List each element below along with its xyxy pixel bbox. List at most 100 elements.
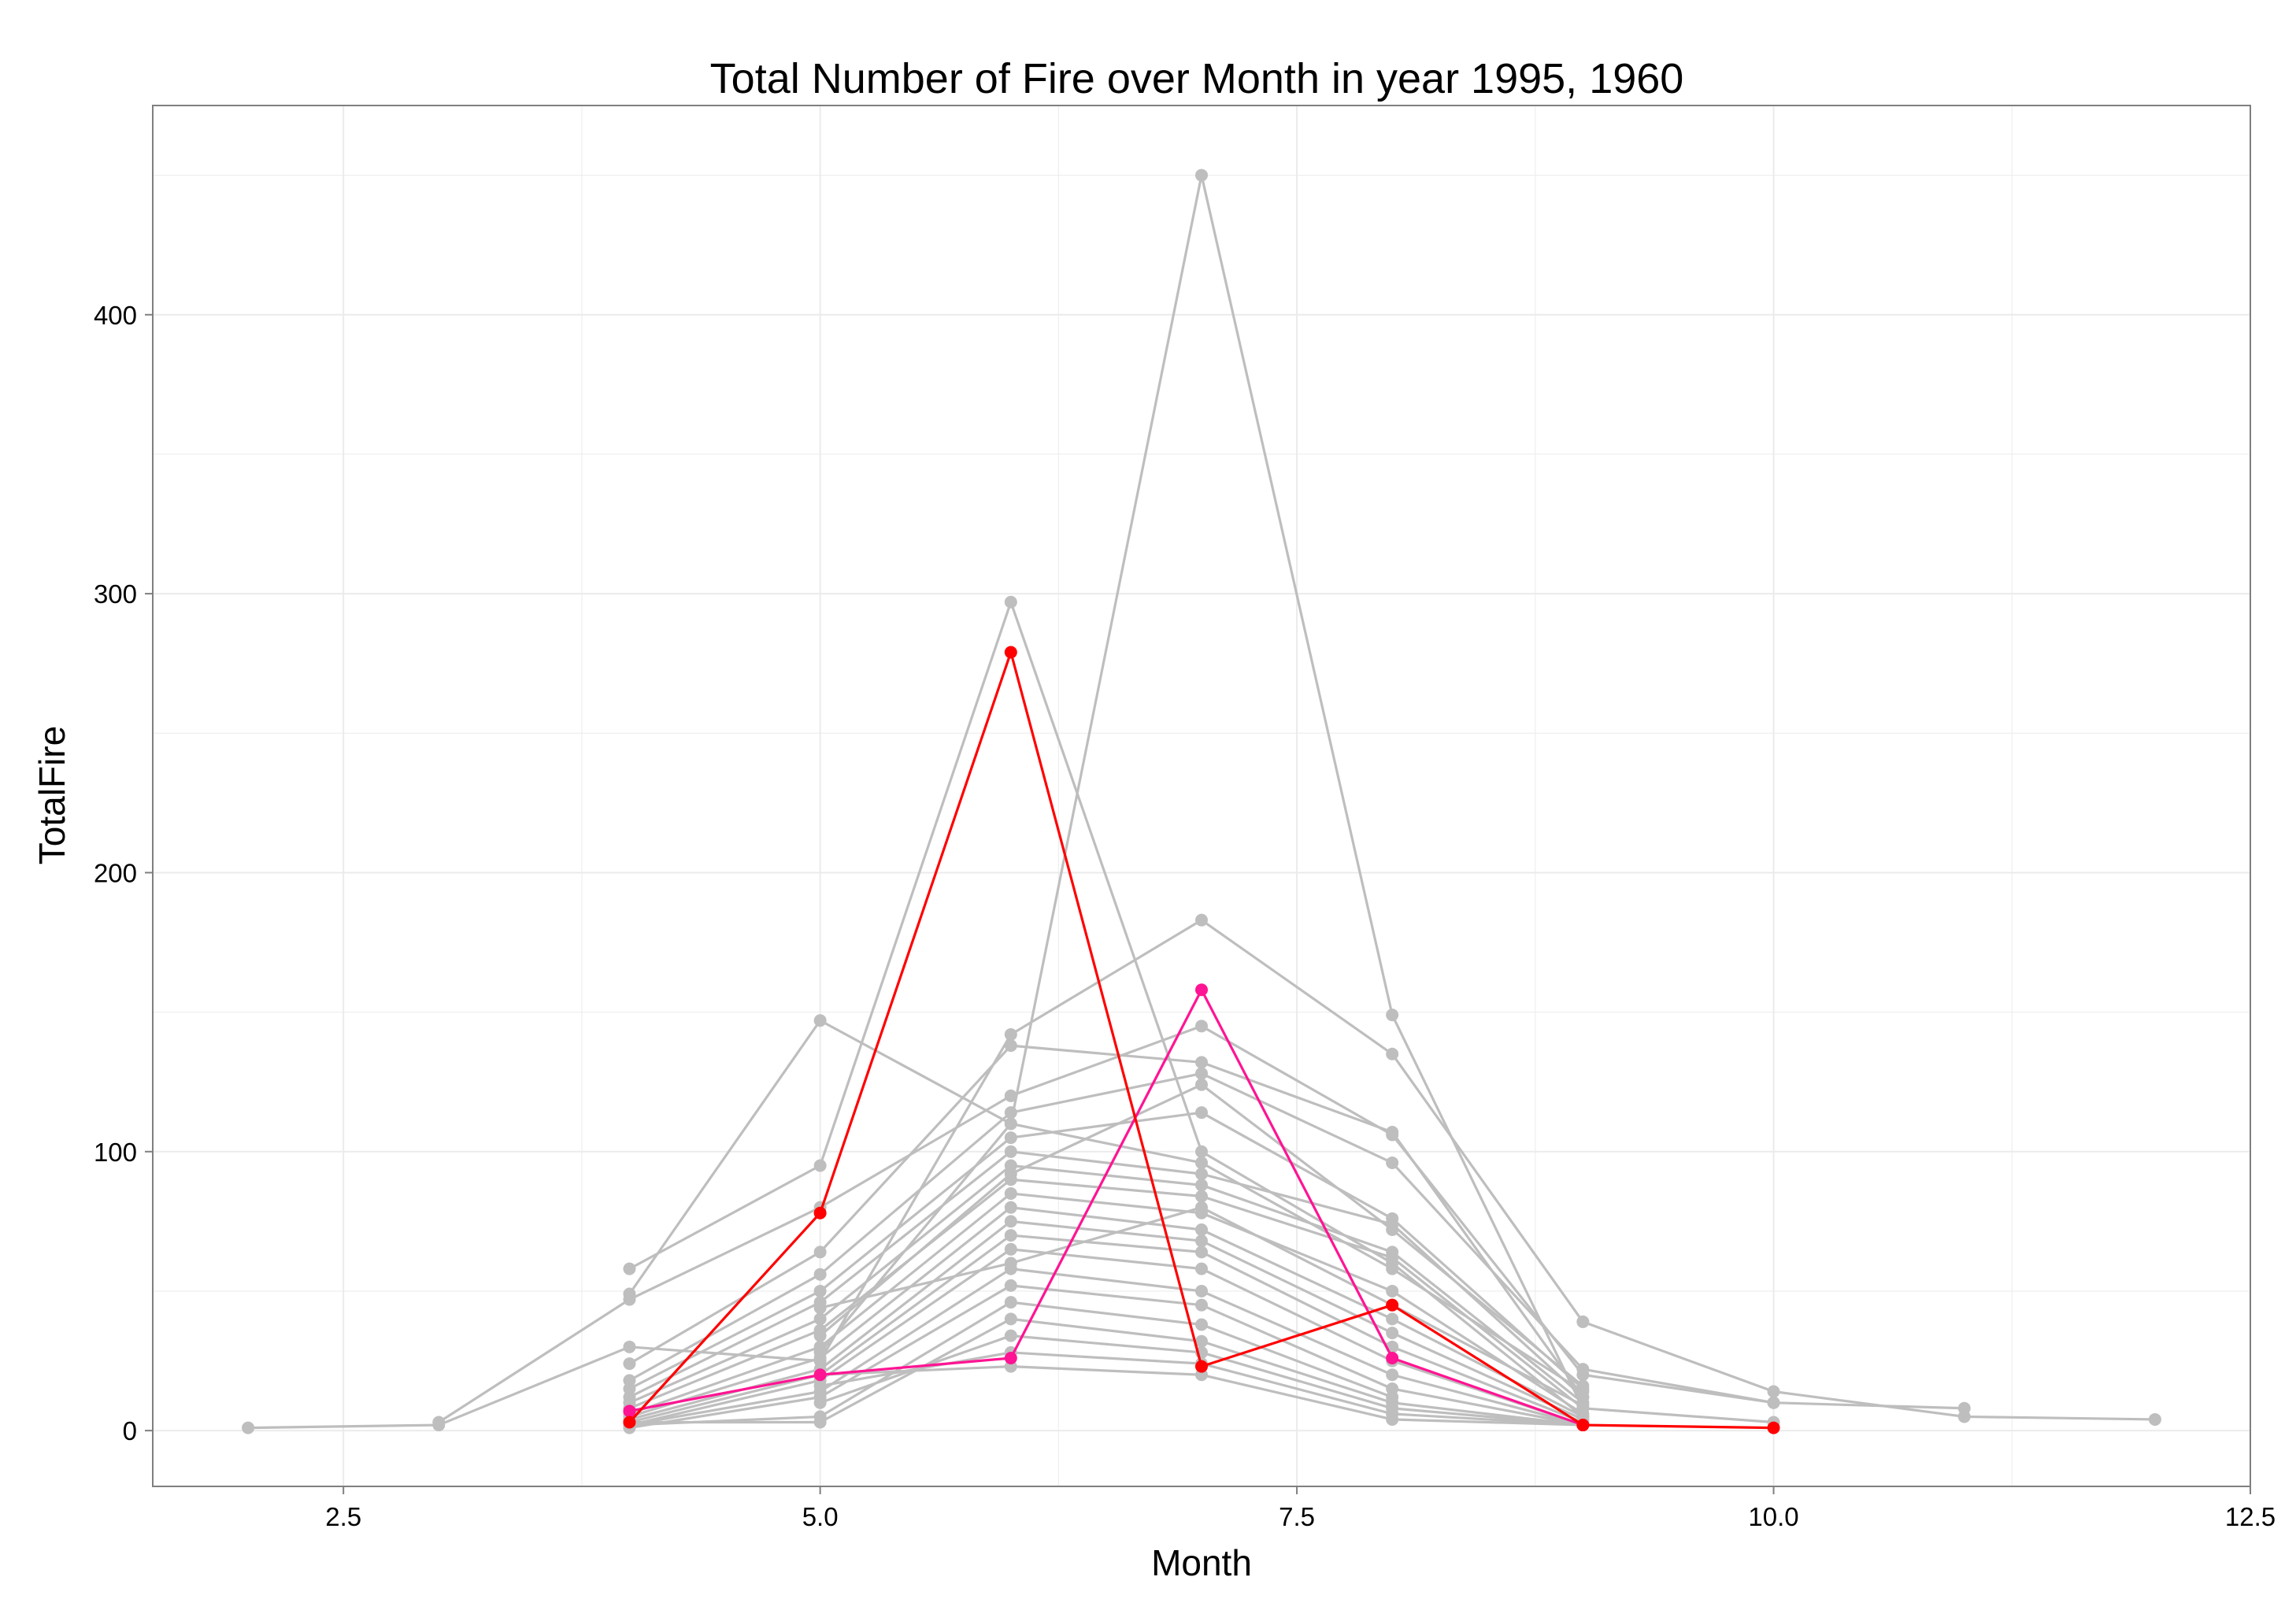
x-tick-label: 10.0 <box>1748 1502 1798 1531</box>
data-point <box>1576 1315 1590 1328</box>
data-point <box>1195 1245 1208 1259</box>
data-point <box>1195 1179 1208 1192</box>
data-point <box>1386 1125 1399 1138</box>
data-point <box>1004 1279 1017 1292</box>
data-point <box>1195 1168 1208 1181</box>
data-point <box>1386 1298 1399 1312</box>
series-background-5 <box>623 1067 1971 1415</box>
data-point <box>1195 1145 1208 1158</box>
data-point <box>1195 168 1208 182</box>
data-point <box>813 1312 827 1326</box>
data-point <box>1004 1312 1017 1326</box>
data-point <box>1004 1089 1017 1102</box>
data-point <box>1195 1190 1208 1203</box>
data-point <box>813 1396 827 1409</box>
data-point <box>1576 1379 1590 1393</box>
data-point <box>432 1416 446 1429</box>
data-point <box>1004 1215 1017 1228</box>
data-point <box>813 1329 827 1342</box>
series-background-4 <box>623 1039 1590 1404</box>
data-point <box>1386 1327 1399 1340</box>
data-point <box>1195 1056 1208 1069</box>
data-point <box>813 1268 827 1281</box>
data-point <box>1195 1106 1208 1120</box>
data-point <box>1004 1106 1017 1120</box>
data-point <box>1195 1334 1208 1348</box>
series-line <box>628 1044 1584 1398</box>
data-point <box>1195 1078 1208 1091</box>
data-point <box>623 1416 636 1429</box>
series-1995 <box>623 646 1780 1434</box>
data-point <box>1004 1296 1017 1309</box>
data-point <box>623 1262 636 1275</box>
data-point <box>813 1345 827 1359</box>
data-point <box>1004 1027 1017 1041</box>
data-point <box>1767 1385 1780 1398</box>
data-point <box>2148 1412 2161 1426</box>
y-axis: 0 100 200 300 400 <box>94 301 153 1445</box>
data-point <box>1386 1368 1399 1382</box>
data-point <box>1195 1201 1208 1214</box>
series-layer <box>242 168 2161 1434</box>
y-tick-label: 0 <box>123 1416 137 1445</box>
data-point <box>813 1206 827 1220</box>
data-point <box>1386 1047 1399 1060</box>
series-background-2 <box>242 913 2161 1434</box>
x-tick-label: 5.0 <box>802 1502 839 1531</box>
data-point <box>1386 1156 1399 1169</box>
series-line <box>629 1220 1584 1421</box>
x-tick-label: 7.5 <box>1279 1502 1315 1531</box>
data-point <box>623 1293 636 1306</box>
data-point <box>813 1014 827 1027</box>
data-point <box>813 1379 827 1393</box>
data-point <box>1195 913 1208 927</box>
series-line <box>629 1248 1583 1427</box>
x-axis: 2.5 5.0 7.5 10.0 12.5 <box>325 1486 2276 1531</box>
data-point <box>1004 1039 1017 1053</box>
series-background-22 <box>813 1117 1590 1398</box>
series-1960 <box>623 983 1590 1432</box>
data-point <box>1386 1412 1399 1426</box>
data-point <box>813 1416 827 1429</box>
x-tick-label: 12.5 <box>2225 1502 2276 1531</box>
data-point <box>242 1421 255 1434</box>
plot-panel <box>153 105 2250 1486</box>
data-point <box>1386 1251 1399 1264</box>
series-line <box>629 1284 1583 1430</box>
data-point <box>1195 1223 1208 1237</box>
data-point <box>1957 1401 1971 1415</box>
data-point <box>1195 983 1208 997</box>
data-point <box>1767 1421 1780 1434</box>
data-point <box>1004 1145 1017 1158</box>
series-line <box>628 1071 1965 1410</box>
y-tick-label: 200 <box>94 858 137 887</box>
chart-title: Total Number of Fire over Month in year … <box>710 55 1684 102</box>
series-line <box>628 1178 1584 1410</box>
data-point <box>1004 1201 1017 1214</box>
data-point <box>623 1357 636 1371</box>
series-line <box>629 1234 1583 1424</box>
data-point <box>1576 1419 1590 1432</box>
data-point <box>1004 1131 1017 1145</box>
data-point <box>1004 646 1017 659</box>
data-point <box>1195 1318 1208 1331</box>
data-point <box>1195 1234 1208 1248</box>
data-point <box>1004 1329 1017 1342</box>
data-point <box>1195 1156 1208 1169</box>
data-point <box>813 1245 827 1259</box>
series-line <box>629 988 1583 1427</box>
y-axis-label: TotalFire <box>31 726 72 864</box>
x-tick-label: 2.5 <box>325 1502 361 1531</box>
data-point <box>1004 1352 1017 1365</box>
data-point <box>1195 1360 1208 1373</box>
data-point <box>1386 1009 1399 1022</box>
data-point <box>1004 1242 1017 1256</box>
data-point <box>813 1159 827 1172</box>
y-tick-label: 400 <box>94 301 137 330</box>
data-point <box>1004 595 1017 609</box>
series-line <box>628 1150 1584 1399</box>
data-point <box>1386 1284 1399 1297</box>
data-point <box>1195 1298 1208 1312</box>
data-point <box>1195 1067 1208 1080</box>
